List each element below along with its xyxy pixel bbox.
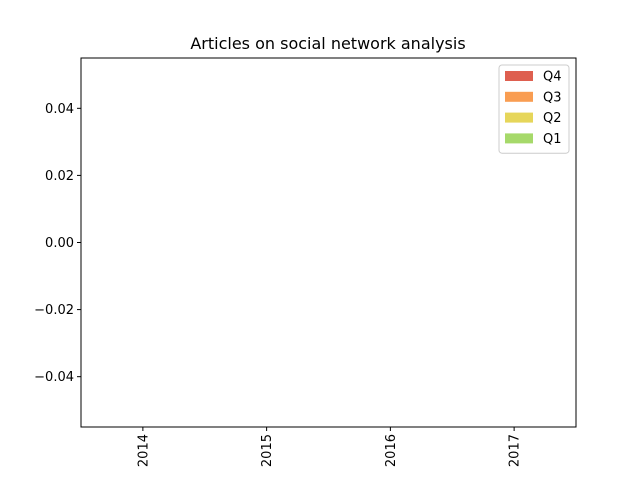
y-tick-label: −0.02: [34, 303, 74, 318]
y-tick-label: 0.04: [45, 102, 74, 117]
legend-label-Q1: Q1: [543, 132, 562, 147]
chart-title: Articles on social network analysis: [190, 34, 465, 53]
x-tick-label: 2015: [260, 434, 275, 467]
x-axis: 2014 2015 2016 2017: [136, 427, 523, 467]
legend: Q4 Q3 Q2 Q1: [498, 64, 570, 154]
x-tick-label: 2016: [384, 434, 399, 467]
y-tick-label: −0.04: [34, 370, 74, 385]
legend-box: [498, 64, 570, 154]
legend-swatch-Q2: [505, 112, 533, 123]
legend-label-Q3: Q3: [543, 90, 562, 105]
legend-label-Q2: Q2: [543, 111, 562, 126]
y-axis: −0.04 −0.02 0.00 0.02 0.04: [34, 102, 81, 385]
y-tick-label: 0.00: [45, 236, 74, 251]
legend-swatch-Q4: [505, 71, 533, 81]
x-tick-label: 2014: [136, 434, 151, 467]
x-tick-label: 2017: [508, 434, 523, 467]
y-tick-label: 0.02: [45, 169, 74, 184]
legend-swatch-Q3: [505, 91, 533, 102]
legend-swatch-Q1: [505, 133, 533, 144]
legend-label-Q4: Q4: [543, 70, 562, 85]
